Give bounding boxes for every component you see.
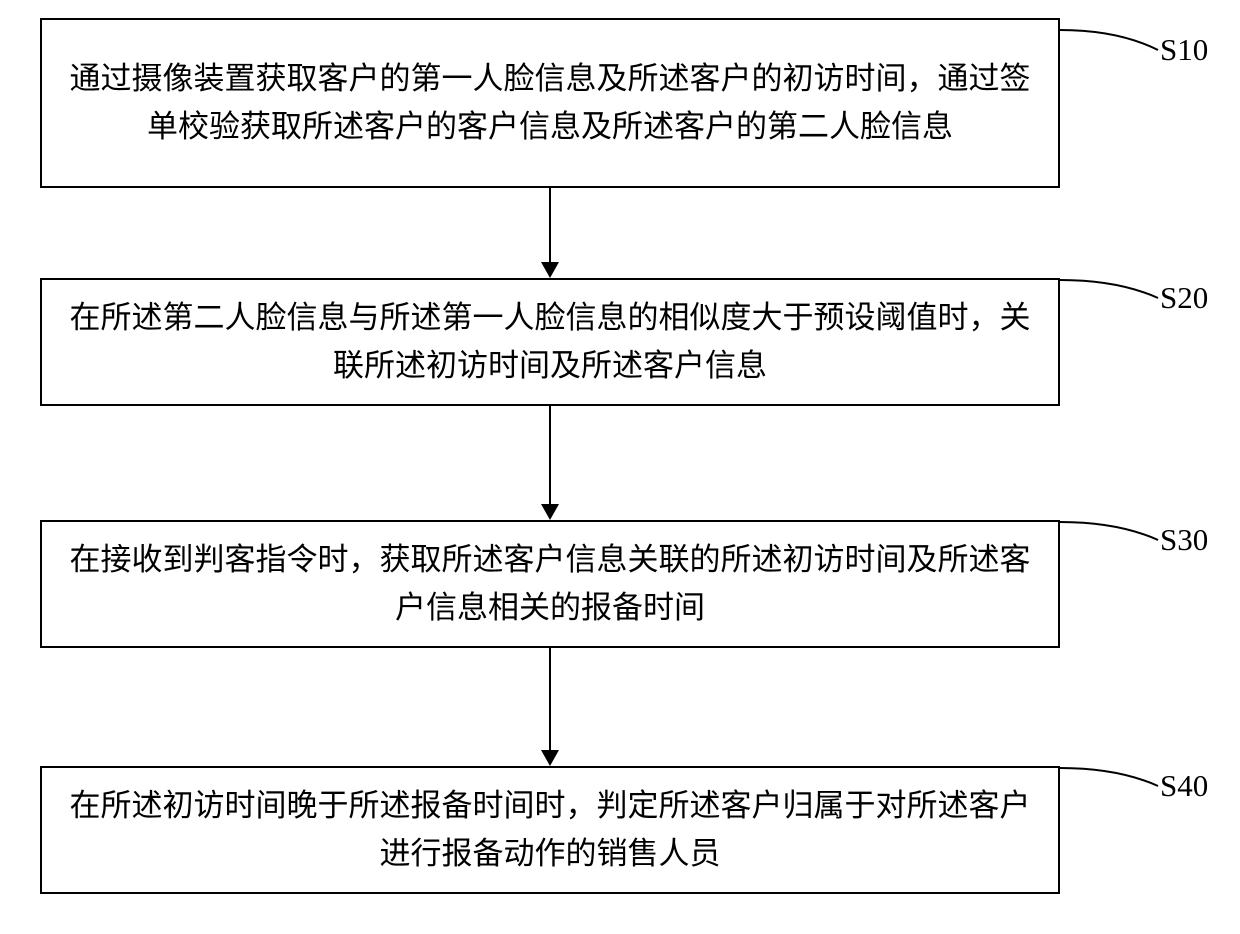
arrow-line <box>549 188 551 262</box>
flow-step-text: 在接收到判客指令时，获取所述客户信息关联的所述初访时间及所述客户信息相关的报备时… <box>66 536 1034 632</box>
arrow-head-icon <box>541 750 559 766</box>
connector-s20 <box>1058 276 1168 306</box>
arrow-line <box>549 406 551 504</box>
arrow-head-icon <box>541 504 559 520</box>
arrow-line <box>549 648 551 750</box>
connector-s40 <box>1058 764 1168 794</box>
flow-step-text: 通过摄像装置获取客户的第一人脸信息及所述客户的初访时间，通过签单校验获取所述客户… <box>66 55 1034 151</box>
connector-s10 <box>1058 28 1168 58</box>
flow-step-s10: 通过摄像装置获取客户的第一人脸信息及所述客户的初访时间，通过签单校验获取所述客户… <box>40 18 1060 188</box>
flowchart-canvas: 通过摄像装置获取客户的第一人脸信息及所述客户的初访时间，通过签单校验获取所述客户… <box>0 0 1240 934</box>
flow-step-s20: 在所述第二人脸信息与所述第一人脸信息的相似度大于预设阈值时，关联所述初访时间及所… <box>40 278 1060 406</box>
connector-s30 <box>1058 518 1168 548</box>
flow-step-s30: 在接收到判客指令时，获取所述客户信息关联的所述初访时间及所述客户信息相关的报备时… <box>40 520 1060 648</box>
flow-step-text: 在所述初访时间晚于所述报备时间时，判定所述客户归属于对所述客户进行报备动作的销售… <box>66 782 1034 878</box>
flow-step-s40: 在所述初访时间晚于所述报备时间时，判定所述客户归属于对所述客户进行报备动作的销售… <box>40 766 1060 894</box>
flow-step-text: 在所述第二人脸信息与所述第一人脸信息的相似度大于预设阈值时，关联所述初访时间及所… <box>66 294 1034 390</box>
arrow-head-icon <box>541 262 559 278</box>
